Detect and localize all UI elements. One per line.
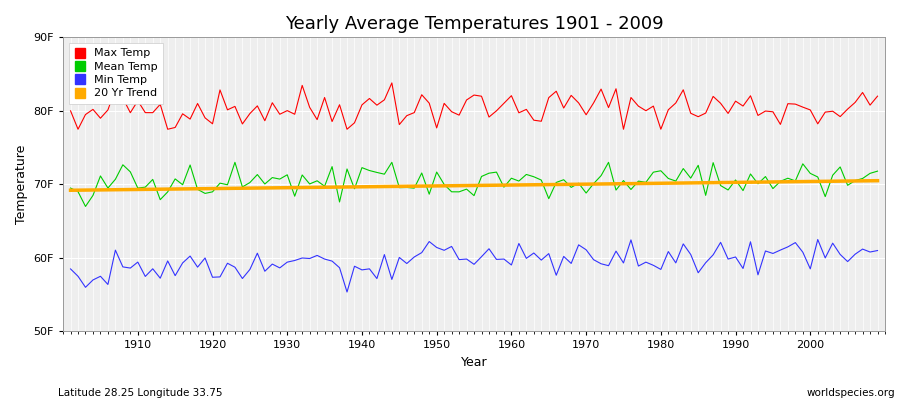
Text: worldspecies.org: worldspecies.org: [807, 388, 896, 398]
Text: Latitude 28.25 Longitude 33.75: Latitude 28.25 Longitude 33.75: [58, 388, 223, 398]
Y-axis label: Temperature: Temperature: [15, 145, 28, 224]
X-axis label: Year: Year: [461, 356, 488, 369]
Title: Yearly Average Temperatures 1901 - 2009: Yearly Average Temperatures 1901 - 2009: [284, 15, 663, 33]
Legend: Max Temp, Mean Temp, Min Temp, 20 Yr Trend: Max Temp, Mean Temp, Min Temp, 20 Yr Tre…: [68, 43, 164, 104]
